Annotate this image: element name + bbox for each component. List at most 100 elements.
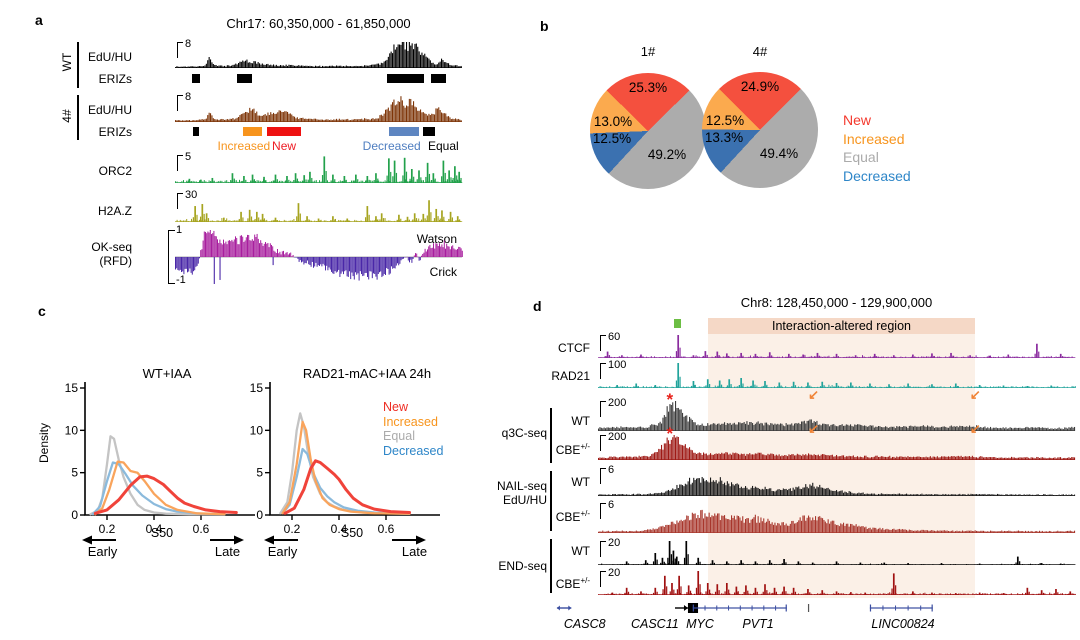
watson-label: Watson xyxy=(416,232,457,246)
gene-label-casc11: CASC11 xyxy=(630,617,679,631)
y-tick-label: 10 xyxy=(65,423,79,437)
panel-d: d Chr8: 128,450,000 - 129,900,000 CTCF R… xyxy=(455,293,1080,640)
panel-c-label: c xyxy=(38,303,46,319)
x-axis-label-1: S50 xyxy=(150,526,174,540)
pie-slice-value: 12.5% xyxy=(705,113,745,128)
scale-value: 100 xyxy=(608,359,627,371)
category-label: New xyxy=(272,139,297,153)
track-label-4-edu: EdU/HU xyxy=(87,103,132,117)
legend-item-increased: Increased xyxy=(843,130,905,147)
pie-4# xyxy=(702,72,818,188)
pie-slice-value: 49.4% xyxy=(759,146,799,161)
legend-item-new: New xyxy=(383,400,409,414)
y-tick-label: 5 xyxy=(71,466,78,480)
track-label-h2az: H2A.Z xyxy=(97,204,132,218)
scale-value: 200 xyxy=(608,397,627,409)
nail_wt-track xyxy=(598,476,1076,496)
legend-item-new: New xyxy=(843,112,872,128)
plot-1-title: WT+IAA xyxy=(142,366,192,381)
end_cbe-track xyxy=(598,571,1076,595)
cbe-sup: +/- xyxy=(580,442,590,451)
track-label-rad21: RAD21 xyxy=(551,369,590,383)
early-label-2: Early xyxy=(267,544,298,559)
gene-label-myc: MYC xyxy=(686,617,714,631)
scale-value: 60 xyxy=(608,331,621,343)
eriz-box xyxy=(192,127,199,136)
cbe-sup: +/- xyxy=(580,576,590,585)
scale-bracket xyxy=(600,571,606,587)
interaction-region-bar: Interaction-altered region xyxy=(708,318,975,334)
h2az-track xyxy=(175,200,463,222)
early-arrow-2 xyxy=(264,535,298,545)
category-label: Decreased xyxy=(362,139,421,153)
pie-slice-value: 49.2% xyxy=(647,147,687,162)
group-bracket-end xyxy=(550,539,552,593)
y-tick-label: 5 xyxy=(256,466,263,480)
scale-bracket xyxy=(177,42,183,58)
late-arrow-1 xyxy=(210,535,244,545)
y-tick-label: 10 xyxy=(250,423,264,437)
track-label-wt-erizs: ERIZs xyxy=(98,72,132,86)
crick-label: Crick xyxy=(429,265,457,279)
series-increased xyxy=(281,420,411,515)
category-label: Increased xyxy=(217,139,271,153)
track-label-nail-cbe: CBE+/- xyxy=(538,509,590,524)
scale-bracket xyxy=(600,363,606,379)
series-decreased xyxy=(91,461,226,516)
x-tick-label: 0.2 xyxy=(99,522,116,536)
track-label-rfd: (RFD) xyxy=(99,254,132,268)
panel-b-label: b xyxy=(540,18,549,34)
y-tick-label: 0 xyxy=(71,508,78,522)
eriz-box xyxy=(387,74,425,83)
q3c_wt-track xyxy=(598,401,1076,431)
cbe-text: CBE xyxy=(555,510,581,524)
interaction-region-label: Interaction-altered region xyxy=(772,319,911,333)
eriz-box xyxy=(431,74,446,83)
group-label-wt: WT xyxy=(60,52,74,72)
scale-value: 30 xyxy=(185,189,198,201)
m4-edu-track xyxy=(175,96,462,122)
gene-label-linc00824: LINC00824 xyxy=(871,617,935,631)
scale-bracket xyxy=(600,435,606,451)
group-label-q3c: q3C-seq xyxy=(501,426,547,440)
track-label-4-erizs: ERIZs xyxy=(98,125,132,139)
early-label-1: Early xyxy=(87,544,118,559)
eriz-box xyxy=(389,127,420,136)
early-arrow-1 xyxy=(82,535,116,545)
orange-arrow: ↙ xyxy=(808,421,820,436)
pie-1# xyxy=(590,73,706,189)
red-asterisk: * xyxy=(666,390,674,409)
gene-label-casc8: CASC8 xyxy=(563,617,606,631)
legend-item-equal: Equal xyxy=(843,149,879,165)
group-label-nail: NAIL-seq xyxy=(496,479,547,493)
series-equal xyxy=(89,435,226,516)
late-label-1: Late xyxy=(214,544,241,559)
okseq-bracket xyxy=(168,230,175,284)
x-tick-label: 0.6 xyxy=(378,522,395,536)
scale-value: 5 xyxy=(185,151,192,163)
ctcf-track xyxy=(598,335,1076,358)
track-label-end-cbe: CBE+/- xyxy=(538,576,590,591)
pie-slice-value: 13.0% xyxy=(593,114,633,129)
eriz-box xyxy=(236,74,252,83)
group-label-4: 4# xyxy=(60,109,74,123)
late-label-2: Late xyxy=(401,544,428,559)
x-tick-label: 0.2 xyxy=(284,522,301,536)
orange-arrow: ↙ xyxy=(969,421,981,436)
legend-item-equal: Equal xyxy=(383,429,415,443)
pie-1-title: 1# xyxy=(640,44,656,59)
legend-item-increased: Increased xyxy=(383,414,438,429)
scale-bracket xyxy=(600,541,606,557)
panel-b: b 1# 4# 25.3% 49.2% 12.5% 13.0% 24.9% 49.4% 13… xyxy=(530,10,1080,225)
category-label: Equal xyxy=(427,139,459,153)
orange-arrow: ↙ xyxy=(969,387,981,402)
pie-slice-value: 13.3% xyxy=(704,130,744,145)
group-bracket-4 xyxy=(77,95,79,140)
x-axis-label-2: S50 xyxy=(340,526,364,540)
okseq-scale-top: 1 xyxy=(176,224,183,236)
q3c_cbe-track xyxy=(598,435,1076,460)
scale-value: 200 xyxy=(608,431,627,443)
scale-value: 8 xyxy=(185,38,192,50)
panel-a: a Chr17: 60,350,000 - 61,850,000 WT EdU/… xyxy=(30,8,510,293)
scale-value: 20 xyxy=(608,567,621,579)
